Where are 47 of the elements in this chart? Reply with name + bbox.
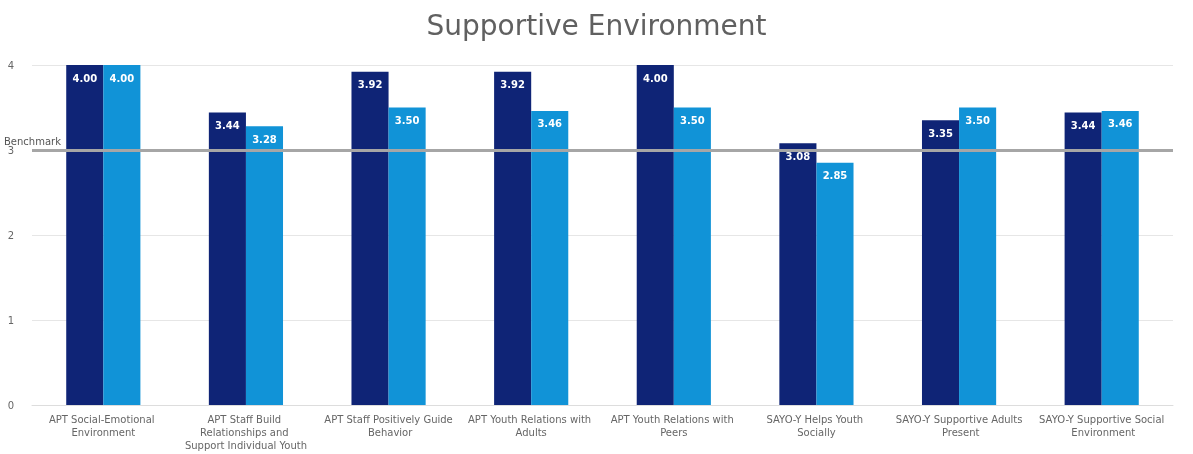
ref-line-label: Benchmark [4,135,62,147]
data-label: 4.00 [642,72,668,84]
bar [816,162,854,405]
data-label: 3.08 [785,150,811,162]
x-tick-label: SAYO-Y Supportive Adults Present [895,414,1023,438]
bar [245,126,284,405]
y-tick-label: 0 [7,399,14,411]
x-tick-label: APT Staff Positively Guide Behavior [324,414,453,438]
bar [494,71,532,405]
bar [1101,110,1139,405]
y-tick-label: 1 [7,314,14,326]
data-label: 3.44 [1070,120,1096,132]
bar [66,65,104,405]
data-label: 3.92 [500,79,526,91]
bar [351,71,389,405]
data-label: 3.50 [394,115,420,126]
data-label: 3.46 [1107,118,1133,130]
bar [779,143,817,405]
bar [636,65,674,405]
x-tick-label: SAYO-Y Supportive Social Environment [1039,414,1165,438]
bar [388,107,426,405]
x-tick-label: APT Youth Relations with Adults [468,414,595,438]
data-label: 2.85 [822,170,848,182]
data-label: 3.50 [965,115,990,126]
data-label: 3.28 [252,133,277,145]
x-tick-label: SAYO-Y Helps Youth Socially [766,414,867,438]
bar [103,65,141,405]
bar [959,107,997,405]
data-label: 3.92 [357,79,383,91]
data-label: 3.44 [215,120,240,132]
y-tick-label: 3 [7,144,14,156]
x-tick-label: APT Youth Relations with Peers [610,414,737,438]
data-label: 4.00 [109,72,135,84]
data-label: 4.00 [72,72,98,84]
bar [531,110,569,405]
data-label: 3.35 [928,127,953,139]
data-label: 3.50 [680,115,705,126]
bar [208,112,246,405]
chart-title: Supportive Environment [426,8,767,42]
y-tick-label: 4 [7,59,14,71]
bar [921,120,960,405]
bar [1064,112,1102,405]
x-tick-label: APT Staff Build Relationships and Support Individual Youth [184,414,307,451]
x-tick-label: APT Social-Emotional Environment [48,414,158,438]
y-tick-label: 2 [7,229,14,241]
bar [673,107,711,405]
data-label: 3.46 [537,118,563,130]
